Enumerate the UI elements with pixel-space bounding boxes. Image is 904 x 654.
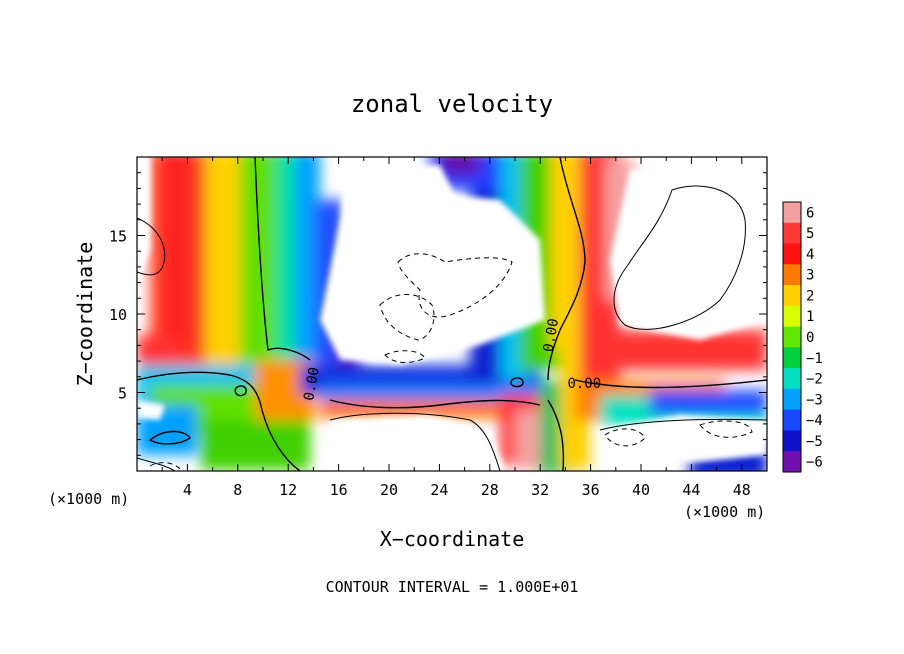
colorbar-label: −2 <box>806 372 823 388</box>
x-unit-right: (×1000 m) <box>684 503 765 521</box>
contour-interval-note: CONTOUR INTERVAL = 1.000E+01 <box>326 578 579 596</box>
y-tick-label: 15 <box>109 228 127 246</box>
x-tick-label: 48 <box>733 481 751 499</box>
colorbar-swatch <box>783 305 801 328</box>
contour-label: 0.00 <box>301 366 323 402</box>
colorbar-swatch <box>783 388 801 411</box>
colorbar-label: −3 <box>806 392 823 408</box>
x-unit-left: (×1000 m) <box>48 490 129 508</box>
x-axis-ticks: 4 8 12 16 20 24 28 32 36 40 44 48 <box>161 157 751 499</box>
x-tick-label: 4 <box>183 481 192 499</box>
colorbar-label: −6 <box>806 455 823 471</box>
colorbar-frame <box>782 201 802 473</box>
contour-label: 0.00 <box>541 317 563 353</box>
x-tick-label: 20 <box>380 481 398 499</box>
colorbar-label: 0 <box>806 330 814 346</box>
x-tick-label: 24 <box>430 481 448 499</box>
x-tick-label: 12 <box>279 481 297 499</box>
colorbar-swatch <box>783 202 801 224</box>
x-tick-label: 8 <box>233 481 242 499</box>
colorbar-swatch <box>783 285 801 307</box>
colorbar-label: 6 <box>806 205 814 221</box>
colorbar-swatch <box>783 326 801 348</box>
y-tick-label: 5 <box>118 385 127 403</box>
colorbar-label: −5 <box>806 434 823 450</box>
x-tick-label: 40 <box>632 481 650 499</box>
colorbar-label: 5 <box>806 226 814 242</box>
chart-title: zonal velocity <box>351 90 553 118</box>
y-tick-label: 10 <box>109 306 127 324</box>
colorbar-label: −1 <box>806 351 823 367</box>
colorbar-swatch <box>783 243 801 265</box>
contour-label: 0.00 <box>567 376 601 392</box>
x-tick-label: 32 <box>531 481 549 499</box>
x-axis-label: X−coordinate <box>380 527 525 551</box>
y-axis-ticks: 5 10 15 <box>109 172 767 456</box>
x-tick-label: 28 <box>481 481 499 499</box>
x-tick-label: 44 <box>682 481 700 499</box>
colorbar-swatch <box>783 264 801 286</box>
colorbar-label: 4 <box>806 247 814 263</box>
colorbar-swatch <box>783 368 801 390</box>
plot-area: 0.00 0.00 0.00 <box>137 157 767 471</box>
colorbar-swatch <box>783 430 801 452</box>
colorbar-swatch <box>783 409 801 431</box>
colorbar-label: 2 <box>806 288 814 304</box>
y-axis-label: Z−coordinate <box>73 242 97 387</box>
colorbar-swatch <box>783 222 801 245</box>
colorbar-swatch <box>783 451 801 473</box>
colorbar-label: −4 <box>806 413 823 429</box>
colorbar: 6 5 4 3 2 1 0 −1 −2 −3 −4 −5 −6 <box>782 201 823 473</box>
x-tick-label: 36 <box>582 481 600 499</box>
colorbar-label: 1 <box>806 309 814 325</box>
colorbar-swatch <box>783 347 801 369</box>
colorbar-label: 3 <box>806 268 814 284</box>
x-tick-label: 16 <box>330 481 348 499</box>
